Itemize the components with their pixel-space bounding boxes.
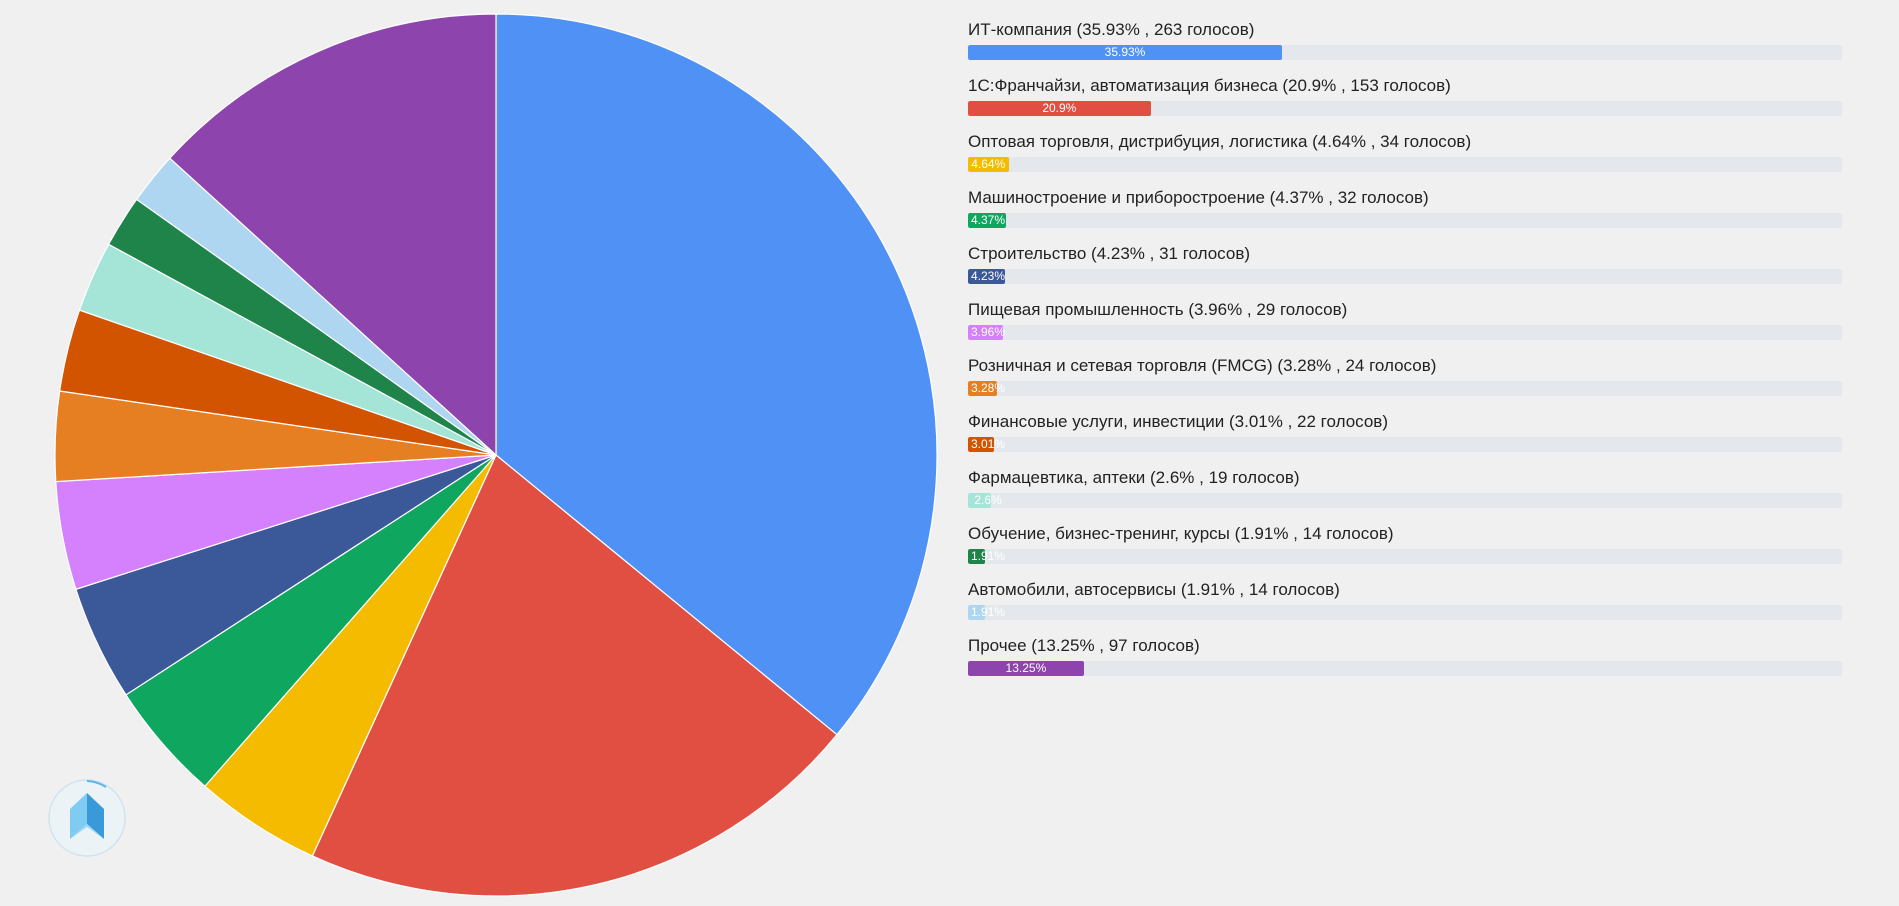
progress-fill [968,45,1283,60]
progress-fill [968,269,1005,284]
progress-fill [968,549,985,564]
progress-fill [968,101,1151,116]
progress-track: 4.23% [968,269,1842,284]
pie-chart [54,13,938,897]
progress-track: 3.28% [968,381,1842,396]
app-logo-icon [48,779,126,857]
progress-fill [968,661,1084,676]
progress-percent: 4.37% [970,213,1006,227]
result-label: Машиностроение и приборостроение (4.37% … [968,188,1429,207]
result-row: ИТ-компания (35.93% , 263 голосов) 35.93% [968,18,1842,74]
result-label: Оптовая торговля, дистрибуция, логистика… [968,132,1472,151]
progress-fill [968,157,1009,172]
result-label: ИТ-компания (35.93% , 263 голосов) [968,20,1255,39]
progress-track: 3.01% [968,437,1842,452]
progress-percent: 3.28% [970,381,1006,395]
progress-track: 3.96% [968,325,1842,340]
progress-fill [968,213,1007,228]
result-row: Пищевая промышленность (3.96% , 29 голос… [968,298,1842,354]
progress-track: 13.25% [968,661,1842,676]
progress-fill [968,605,985,620]
pie-slice-2[interactable] [311,454,838,897]
progress-percent: 20.9% [1042,101,1077,115]
result-label: 1С:Франчайзи, автоматизация бизнеса (20.… [968,76,1451,95]
results-list: ИТ-компания (35.93% , 263 голосов) 35.93%… [968,18,1842,690]
progress-fill [968,381,997,396]
result-row: 1С:Франчайзи, автоматизация бизнеса (20.… [968,74,1842,130]
progress-track: 2.6% [968,493,1842,508]
result-label: Финансовые услуги, инвестиции (3.01% , 2… [968,412,1388,431]
result-label: Прочее (13.25% , 97 голосов) [968,636,1200,655]
progress-track: 1.91% [968,549,1842,564]
result-label: Пищевая промышленность (3.96% , 29 голос… [968,300,1348,319]
result-label: Автомобили, автосервисы (1.91% , 14 голо… [968,580,1340,599]
result-label: Обучение, бизнес-тренинг, курсы (1.91% ,… [968,524,1394,543]
pie-slice-1[interactable] [495,13,938,736]
progress-fill [968,437,995,452]
progress-track: 20.9% [968,101,1842,116]
result-row: Машиностроение и приборостроение (4.37% … [968,186,1842,242]
result-label: Розничная и сетевая торговля (FMCG) (3.2… [968,356,1437,375]
result-row: Строительство (4.23% , 31 голосов) 4.23% [968,242,1842,298]
app-logo[interactable] [48,779,126,857]
progress-percent: 3.01% [970,437,1006,451]
result-label: Строительство (4.23% , 31 голосов) [968,244,1251,263]
result-row: Розничная и сетевая торговля (FMCG) (3.2… [968,354,1842,410]
progress-percent: 3.96% [970,325,1006,339]
progress-percent: 2.6% [974,493,1002,507]
progress-fill [968,493,991,508]
result-row: Фармацевтика, аптеки (2.6% , 19 голосов)… [968,466,1842,522]
result-label: Фармацевтика, аптеки (2.6% , 19 голосов) [968,468,1300,487]
progress-track: 35.93% [968,45,1842,60]
progress-track: 4.64% [968,157,1842,172]
pie-slice-12[interactable] [168,13,497,457]
result-row: Финансовые услуги, инвестиции (3.01% , 2… [968,410,1842,466]
progress-track: 4.37% [968,213,1842,228]
result-row: Автомобили, автосервисы (1.91% , 14 голо… [968,578,1842,634]
progress-percent: 4.23% [970,269,1006,283]
progress-percent: 4.64% [971,157,1006,171]
progress-track: 1.91% [968,605,1842,620]
result-row: Обучение, бизнес-тренинг, курсы (1.91% ,… [968,522,1842,578]
progress-percent: 1.91% [970,549,1006,563]
progress-percent: 13.25% [1005,661,1047,675]
result-row: Оптовая торговля, дистрибуция, логистика… [968,130,1842,186]
progress-fill [968,325,1003,340]
progress-percent: 1.91% [970,605,1006,619]
progress-percent: 35.93% [1104,45,1146,59]
result-row: Прочее (13.25% , 97 голосов) 13.25% [968,634,1842,690]
